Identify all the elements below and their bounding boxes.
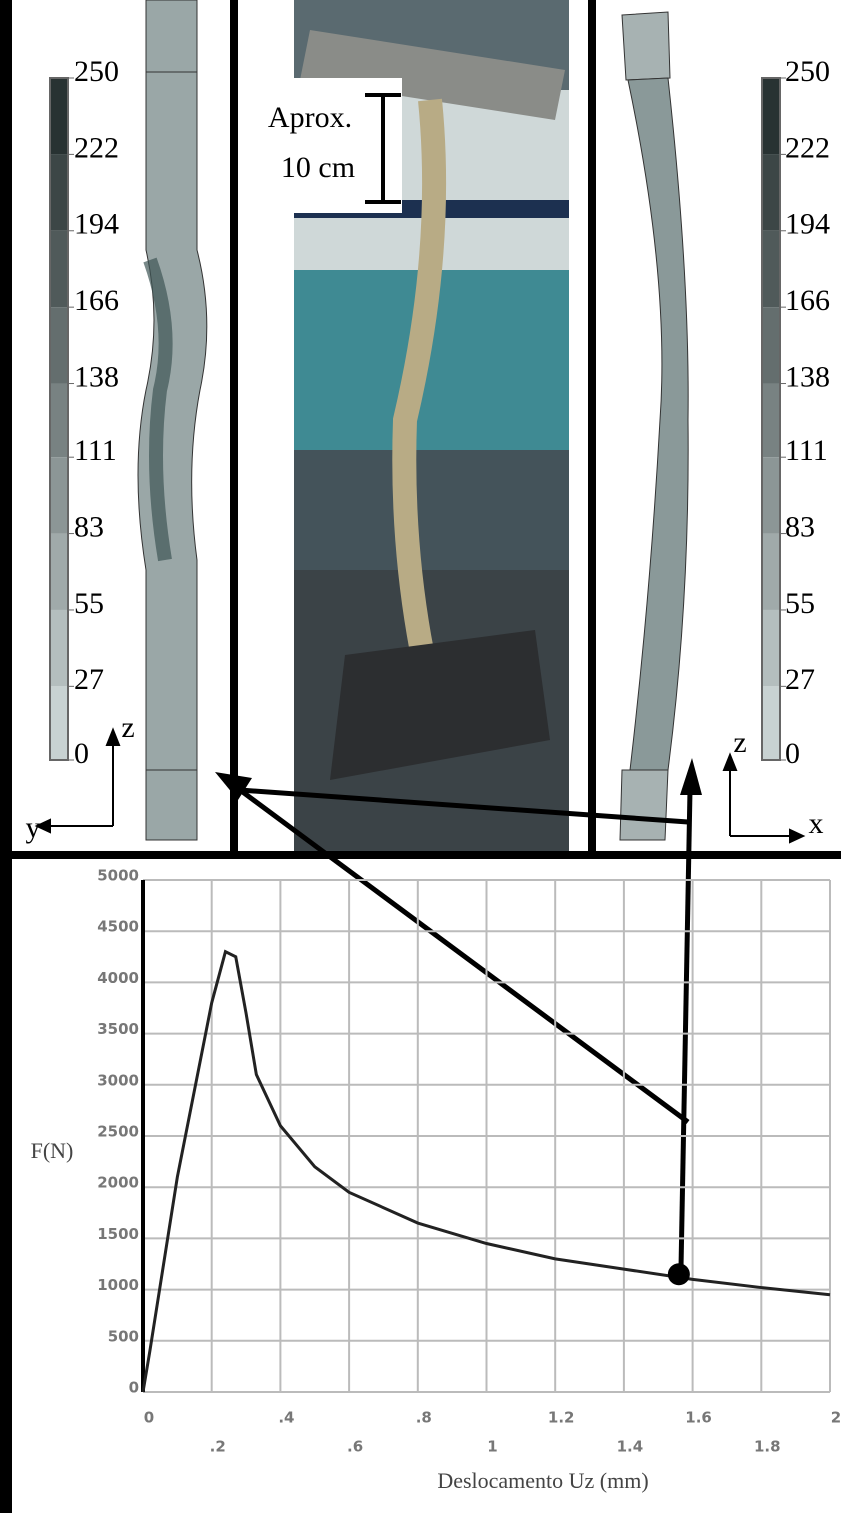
colorbar-band [762,609,780,687]
colorbar-band [50,609,68,687]
axis-letter: y [26,811,41,844]
colorbar-label: 194 [74,208,119,241]
line [141,949,831,1393]
colorbar-band [762,533,780,610]
x-tick-label: 1.4 [617,1438,644,1456]
x-tick-label: 1.8 [754,1438,781,1456]
x-tick-label: 1.2 [548,1409,575,1427]
photo: Aprox. 10 cm [240,0,569,855]
y-tick-label: 3500 [97,1020,139,1038]
colorbar-band [50,533,68,610]
colorbar-label: 55 [785,587,815,620]
axis-triad-left [34,727,121,834]
y-tick-label: 3000 [97,1071,139,1089]
colorbar-band [50,383,68,458]
colorbar-label: 138 [785,360,830,393]
colorbar-label: 250 [785,55,830,88]
y-tick-label: 4000 [97,969,139,987]
colorbar-band [50,78,68,155]
colorbar-band [762,686,780,760]
axis-letter: z [121,711,134,744]
colorbar-band [762,383,780,458]
colorbar-label: 111 [785,434,828,467]
colorbar-label: 27 [785,663,815,696]
colorbar-band [762,78,780,155]
y-tick-label: 1000 [97,1276,139,1294]
axis-triad-right [722,752,806,844]
colorbar-band [762,307,780,384]
x-tick-label: 2 [831,1409,841,1427]
x-tick-label: 1 [487,1438,497,1456]
colorbar-label: 83 [785,510,815,543]
colorbar-label: 27 [74,663,104,696]
fe-column-left [137,0,208,841]
colorbar-label: 222 [74,131,119,164]
y-tick-label: 2500 [97,1123,139,1141]
colorbar-band [50,230,68,308]
x-axis-label: Deslocamento Uz (mm) [437,1468,648,1493]
axis-letter: z [733,726,746,759]
colorbar-label: 55 [74,587,104,620]
marker [667,1263,690,1286]
colorbar-label: 0 [785,737,800,770]
y-tick-label: 5000 [97,867,139,885]
colorbar-label: 250 [74,55,119,88]
colorbar-band [50,307,68,384]
x-tick-label: .4 [278,1409,294,1427]
colorbar-band [762,154,780,231]
x-tick-label: 0 [144,1409,154,1427]
colorbar-frame [49,77,69,761]
annotation: 10 cm [281,151,355,184]
colorbar-band [50,686,68,760]
x-tick-label: .8 [416,1409,432,1427]
y-tick-label: 0 [129,1379,139,1397]
fe-column-right [619,11,689,841]
arrows [215,758,702,1269]
colorbar-label: 111 [74,434,117,467]
colorbar-label: 222 [785,131,830,164]
y-axis-label: F(N) [31,1138,74,1163]
colorbar-label: 166 [74,284,119,317]
colorbar-band [50,154,68,231]
x-tick-label: 1.6 [685,1409,712,1427]
colorbar-band [50,457,68,534]
x-tick-label: .2 [210,1438,226,1456]
colorbar-label: 0 [74,737,89,770]
colorbar-band [762,457,780,534]
colorbar-band [762,230,780,308]
colorbar-label: 138 [74,360,119,393]
x-tick-label: .6 [347,1438,363,1456]
y-tick-label: 1500 [97,1225,139,1243]
colorbar-label: 83 [74,510,104,543]
y-tick-label: 2000 [97,1174,139,1192]
colorbar-label: 194 [785,208,830,241]
annotation: Aprox. [268,101,352,134]
y-tick-label: 500 [108,1327,139,1345]
colorbar-label: 166 [785,284,830,317]
axis-letter: x [809,807,824,840]
colorbar-frame [761,77,781,761]
y-tick-label: 4500 [97,918,139,936]
